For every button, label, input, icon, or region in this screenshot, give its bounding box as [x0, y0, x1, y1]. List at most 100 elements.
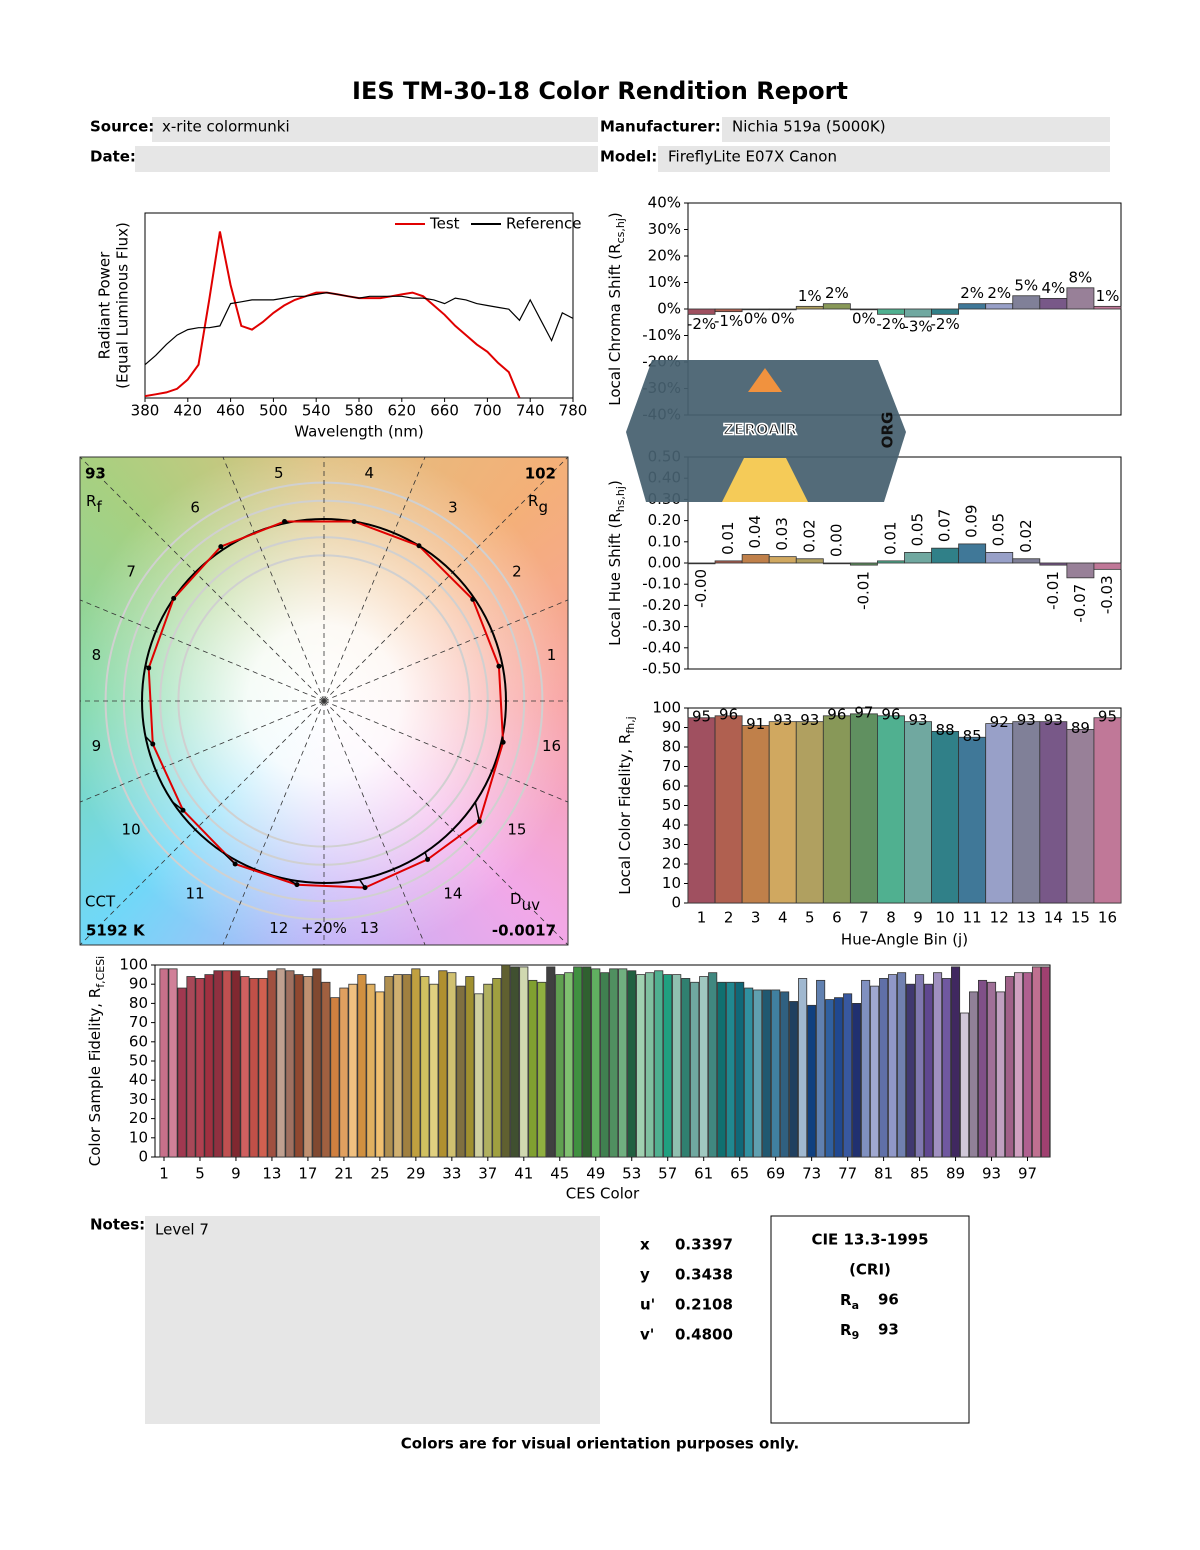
- value-label: 2%: [987, 284, 1011, 302]
- bar: [870, 985, 880, 1158]
- value-label: -2%: [687, 315, 716, 333]
- y-axis-label-end: ): [606, 480, 624, 486]
- legend-label: Reference: [506, 215, 582, 233]
- bar: [1039, 562, 1068, 566]
- x-tick-label: 460: [216, 402, 245, 420]
- value-label: 0.00: [827, 524, 845, 557]
- bar: [528, 979, 538, 1158]
- bar: [231, 970, 241, 1158]
- x-tick-label: 8: [886, 909, 896, 927]
- x-tick-label: 17: [298, 1165, 317, 1183]
- bar: [931, 731, 960, 904]
- cri-title: CIE 13.3-1995: [811, 1231, 928, 1249]
- cri-symbol-sub: 9: [852, 1329, 860, 1342]
- arrow-head: [470, 596, 476, 602]
- shift-arrow: [474, 801, 481, 822]
- bar: [1066, 287, 1095, 310]
- x-tick-label: 1: [697, 909, 707, 927]
- cct-label: CCT: [85, 893, 116, 911]
- bar: [942, 978, 952, 1158]
- arrow-head: [171, 595, 177, 601]
- field-label: Source:: [90, 118, 154, 136]
- arrow-head: [500, 739, 506, 745]
- bar: [915, 974, 925, 1158]
- bar: [958, 736, 987, 904]
- bar: [564, 972, 574, 1158]
- bar: [456, 985, 466, 1158]
- arrow-head: [180, 807, 186, 813]
- rg-label-main: R: [528, 492, 538, 510]
- y-axis-label: Color Sample Fidelity, Rf,CESi: [86, 956, 108, 1167]
- bar: [438, 970, 448, 1158]
- bar: [904, 721, 932, 904]
- arrow-head: [282, 518, 288, 524]
- coordinate-label: v': [640, 1326, 654, 1344]
- cri-symbol-sub: a: [852, 1299, 859, 1312]
- y-tick-label: 40: [129, 1071, 148, 1089]
- bar: [687, 308, 716, 315]
- y-axis-label: Local Color Fidelity, Rfh,j: [616, 716, 638, 895]
- y-tick-label: 0.20: [648, 511, 681, 529]
- arrow-head: [232, 861, 238, 867]
- bar: [258, 978, 268, 1158]
- coordinate-value: 0.4800: [675, 1326, 733, 1344]
- y-tick-label: 90: [662, 718, 681, 736]
- bar: [195, 978, 205, 1158]
- bar: [1093, 305, 1122, 310]
- bar: [888, 974, 898, 1158]
- y-tick-label: 30: [662, 835, 681, 853]
- bar: [501, 964, 511, 1158]
- y-tick-label: 10: [129, 1128, 148, 1146]
- arrow-head: [150, 741, 156, 747]
- bar: [822, 715, 851, 904]
- bin-divider: [323, 700, 426, 945]
- y-tick-label: 0: [138, 1148, 148, 1166]
- bar: [429, 983, 439, 1158]
- bar: [1031, 966, 1042, 1158]
- value-label: 93: [773, 711, 792, 729]
- x-tick-label: 16: [1098, 909, 1117, 927]
- bar: [877, 560, 905, 564]
- y-tick-label: 30: [129, 1090, 148, 1108]
- value-label: 0.01: [881, 521, 899, 554]
- y-axis-label-sub: hs,hj: [614, 486, 627, 512]
- watermark-suffix: ORG: [879, 412, 897, 449]
- x-tick-label: 57: [658, 1165, 677, 1183]
- bar: [339, 987, 349, 1158]
- bin-label: 2: [512, 563, 522, 581]
- bar: [411, 968, 421, 1158]
- bar: [672, 974, 682, 1158]
- x-tick-label: 9: [913, 909, 923, 927]
- x-tick-label: 77: [838, 1165, 857, 1183]
- value-label: 85: [963, 727, 982, 745]
- x-tick-label: 6: [832, 909, 842, 927]
- bar: [741, 554, 770, 564]
- bar: [537, 981, 547, 1158]
- x-tick-label: 580: [345, 402, 374, 420]
- x-axis-label: CES Color: [566, 1185, 640, 1203]
- bar: [985, 303, 1014, 310]
- value-label: 0.03: [773, 517, 791, 550]
- y-tick-label: 10: [662, 874, 681, 892]
- y-axis-label-end: ): [606, 212, 624, 218]
- bar: [1093, 562, 1122, 570]
- x-tick-label: 780: [559, 402, 588, 420]
- bar: [780, 991, 790, 1158]
- bin-divider: [323, 457, 568, 702]
- value-label: 95: [692, 707, 711, 725]
- x-tick-label: 13: [1017, 909, 1036, 927]
- bar: [420, 976, 430, 1158]
- arrow-head: [416, 543, 422, 549]
- bar: [960, 1012, 970, 1158]
- arrow-head: [362, 885, 368, 891]
- bar: [375, 991, 385, 1158]
- bar: [726, 981, 736, 1158]
- rg-value: 102: [525, 465, 556, 483]
- bar: [795, 558, 824, 564]
- y-tick-label: 30%: [648, 220, 681, 238]
- bar: [861, 979, 871, 1158]
- watermark-road: [722, 458, 808, 502]
- bin-divider: [323, 599, 568, 702]
- y-tick-label: 70: [129, 1013, 148, 1031]
- field-value: Nichia 519a (5000K): [732, 118, 886, 136]
